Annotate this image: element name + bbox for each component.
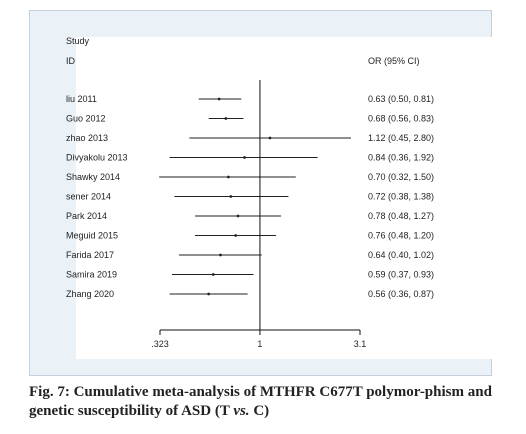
study-label: Park 2014 [66, 211, 107, 221]
header-study: Study [66, 36, 90, 46]
point-estimate [211, 273, 215, 276]
or-ci-value: 0.84 (0.36, 1.92) [368, 153, 434, 163]
study-label: Divyakolu 2013 [66, 153, 128, 163]
forest-plot-area [76, 37, 508, 359]
study-label: sener 2014 [66, 192, 111, 202]
x-tick-label: .323 [151, 339, 169, 349]
point-estimate [217, 97, 221, 101]
or-ci-value: 0.70 (0.32, 1.50) [368, 172, 434, 182]
figure-caption: Fig. 7: Cumulative meta-analysis of MTHF… [29, 383, 509, 421]
point-estimate [268, 136, 272, 140]
study-label: liu 2011 [66, 94, 97, 104]
point-estimate [219, 253, 222, 257]
forest-plot: Study ID OR (95% CI) liu 2011 0.63 (0.50,… [66, 36, 434, 349]
point-estimate [229, 195, 233, 198]
study-label: Zhang 2020 [66, 289, 114, 299]
caption-vs: vs. [233, 403, 250, 419]
or-ci-value: 0.72 (0.38, 1.38) [368, 192, 434, 202]
point-estimate [234, 234, 238, 237]
or-ci-value: 0.76 (0.48, 1.20) [368, 231, 434, 241]
or-ci-value: 0.78 (0.48, 1.27) [368, 211, 434, 221]
x-tick-label: 3.1 [354, 339, 367, 349]
or-ci-value: 0.56 (0.36, 0.87) [368, 289, 434, 299]
point-estimate [224, 117, 228, 120]
point-estimate [236, 214, 240, 218]
or-ci-value: 0.59 (0.37, 0.93) [368, 270, 434, 280]
header-or-ci: OR (95% CI) [368, 56, 420, 66]
or-ci-value: 0.63 (0.50, 0.81) [368, 94, 434, 104]
or-ci-value: 0.64 (0.40, 1.02) [368, 250, 434, 260]
study-label: Guo 2012 [66, 114, 106, 124]
caption-text-1: Fig. 7: Cumulative meta-analysis of MTHF… [29, 384, 492, 419]
x-tick-label: 1 [257, 339, 262, 349]
figure-panel [29, 10, 508, 376]
study-label: Meguid 2015 [66, 231, 118, 241]
or-ci-value: 1.12 (0.45, 2.80) [368, 133, 434, 143]
study-label: zhao 2013 [66, 133, 108, 143]
study-label: Samira 2019 [66, 270, 117, 280]
point-estimate [207, 292, 211, 296]
point-estimate [226, 175, 230, 179]
point-estimate [243, 156, 246, 159]
header-id: ID [66, 56, 76, 66]
or-ci-value: 0.68 (0.56, 0.83) [368, 114, 434, 124]
study-label: Shawky 2014 [66, 172, 120, 182]
study-label: Farida 2017 [66, 250, 114, 260]
caption-text-2: C) [249, 403, 270, 419]
